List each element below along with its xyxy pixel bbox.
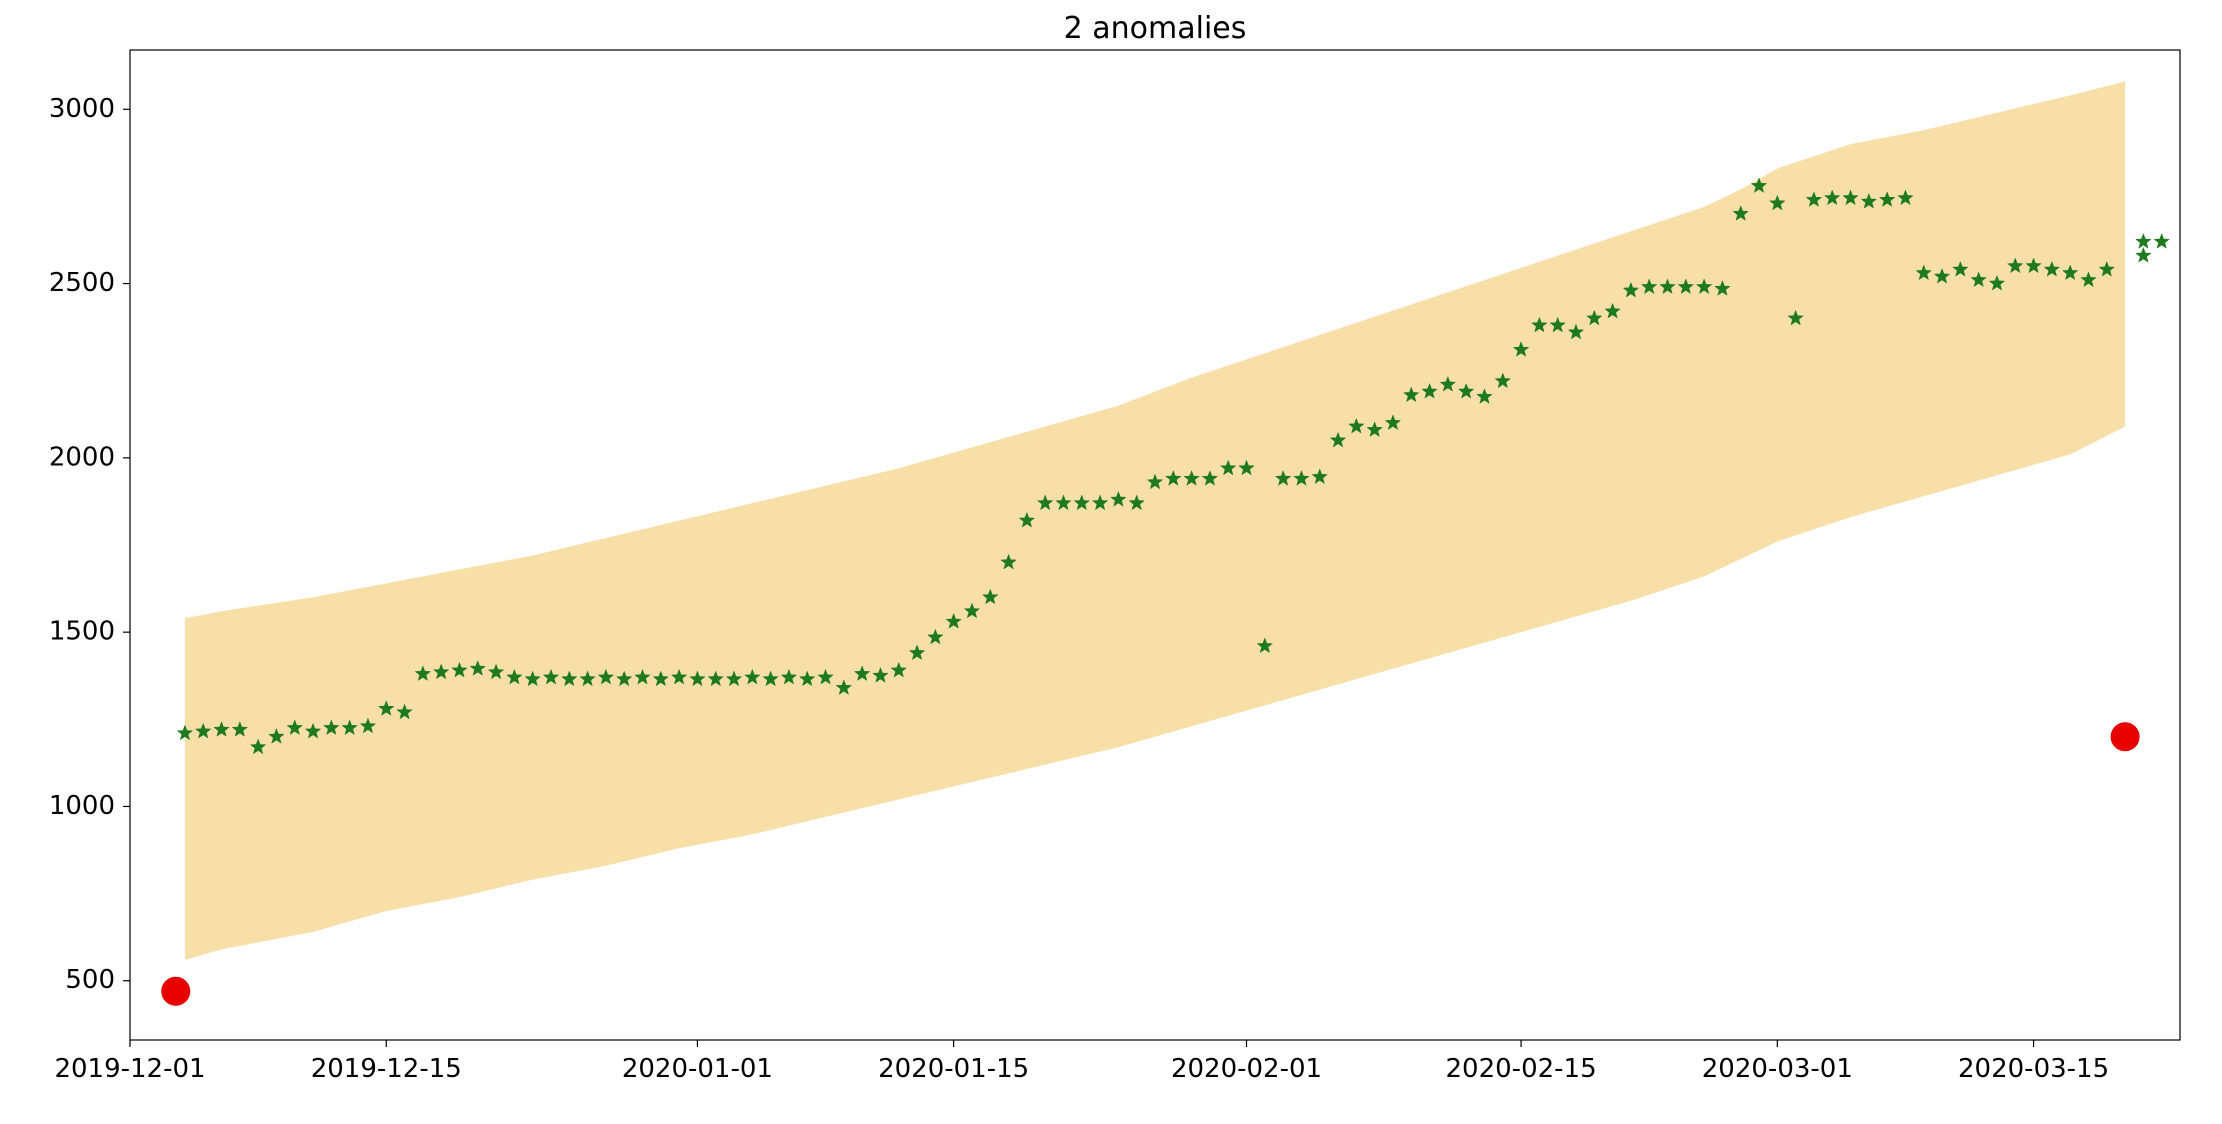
y-tick-label: 1500 — [49, 617, 115, 647]
x-tick-label: 2020-01-15 — [878, 1054, 1029, 1084]
anomaly-point — [162, 977, 190, 1005]
x-tick-label: 2020-03-01 — [1702, 1054, 1853, 1084]
x-tick-label: 2019-12-15 — [311, 1054, 462, 1084]
x-tick-label: 2020-01-01 — [622, 1054, 773, 1084]
y-tick-label: 2000 — [49, 442, 115, 472]
anomaly-point — [2111, 723, 2139, 751]
y-tick-label: 2500 — [49, 268, 115, 298]
y-tick-label: 500 — [65, 965, 115, 995]
chart-title: 2 anomalies — [1064, 11, 1247, 46]
anomaly-chart: 2 anomalies 500 1000 1500 2000 2500 3000 2019-1… — [0, 0, 2222, 1124]
x-tick-label: 2020-02-01 — [1171, 1054, 1322, 1084]
chart-svg: 2 anomalies 500 1000 1500 2000 2500 3000 2019-1… — [0, 0, 2222, 1124]
y-tick-label: 1000 — [49, 791, 115, 821]
x-tick-label: 2019-12-01 — [54, 1054, 205, 1084]
x-tick-label: 2020-03-15 — [1958, 1054, 2109, 1084]
x-tick-label: 2020-02-15 — [1446, 1054, 1597, 1084]
y-tick-label: 3000 — [49, 94, 115, 124]
